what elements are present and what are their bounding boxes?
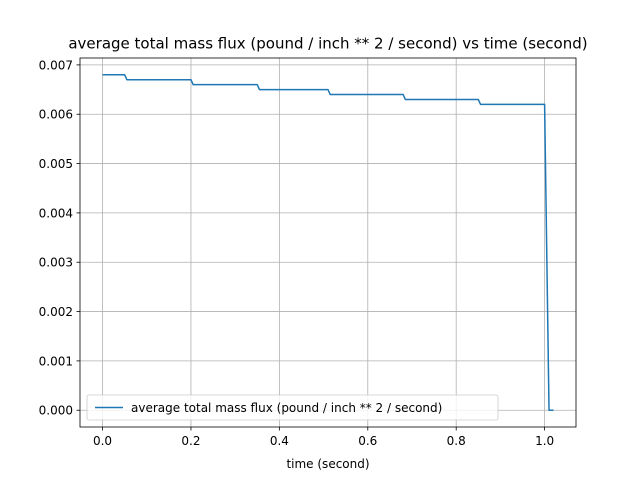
y-tick-label: 0.003 — [39, 256, 73, 270]
y-tick-label: 0.002 — [39, 305, 73, 319]
y-tick-label: 0.000 — [39, 404, 73, 418]
series-layer — [102, 74, 554, 411]
y-axis: 0.000 0.001 0.002 0.003 0.004 0.005 0.006 0.007 — [39, 58, 80, 418]
chart-title: average total mass flux (pound / inch **… — [68, 35, 587, 53]
x-axis: 0.0 0.2 0.4 0.6 0.8 1.0 — [93, 427, 554, 448]
x-tick-label: 1.0 — [535, 434, 554, 448]
y-tick-label: 0.006 — [39, 108, 73, 122]
x-tick-label: 0.8 — [447, 434, 466, 448]
legend-box — [86, 394, 499, 421]
x-tick-label: 0.6 — [358, 434, 377, 448]
legend: average total mass flux (pound / inch **… — [86, 394, 499, 421]
legend-label: average total mass flux (pound / inch **… — [131, 401, 442, 415]
x-axis-label: time (second) — [286, 457, 369, 471]
y-tick-label: 0.001 — [39, 354, 73, 368]
x-tick-label: 0.0 — [93, 434, 112, 448]
y-tick-label: 0.007 — [39, 58, 73, 72]
x-tick-label: 0.2 — [181, 434, 200, 448]
grid — [80, 58, 576, 427]
series-line-0 — [102, 74, 554, 411]
y-tick-label: 0.004 — [39, 206, 73, 220]
plot-frame — [79, 57, 577, 428]
x-tick-label: 0.4 — [270, 434, 289, 448]
y-tick-label: 0.005 — [39, 157, 73, 171]
